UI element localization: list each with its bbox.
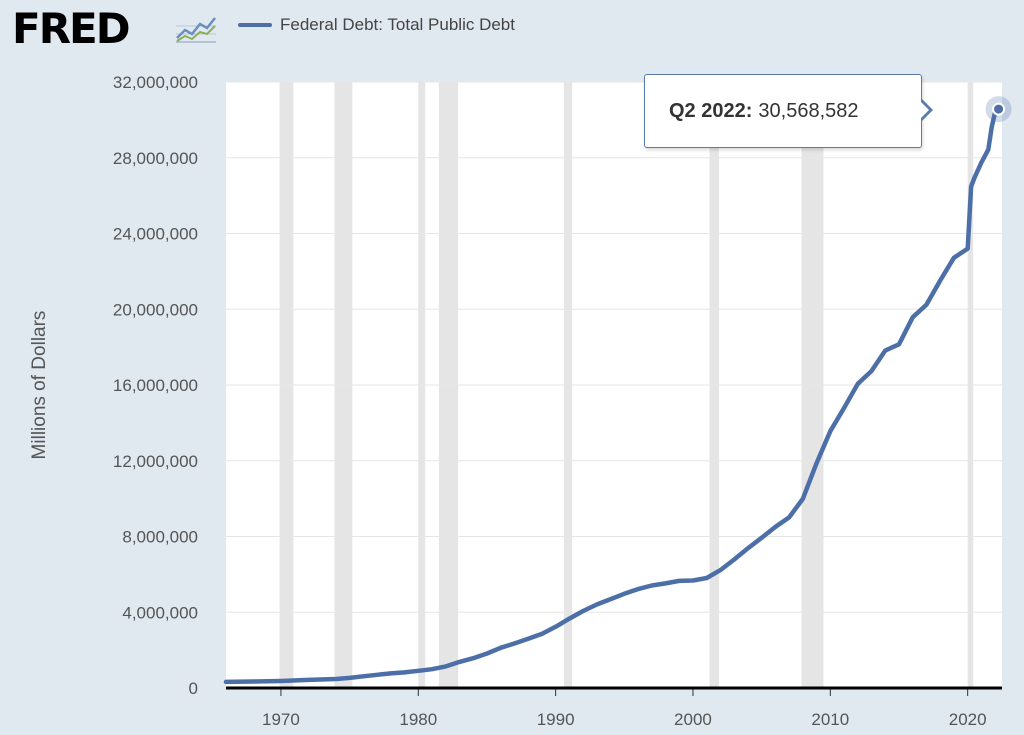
tooltip-value: 30,568,582 <box>758 99 859 122</box>
x-tick-label: 2020 <box>949 710 987 729</box>
series-line-0[interactable] <box>223 106 1001 685</box>
trend-chart-icon <box>174 14 218 44</box>
x-tick-label: 1970 <box>262 710 300 729</box>
highlight-point[interactable] <box>992 102 1006 116</box>
y-tick-label: 28,000,000 <box>113 149 198 168</box>
highlight-points <box>985 96 1012 123</box>
y-tick-label: 0 <box>189 679 198 698</box>
legend-label: Federal Debt: Total Public Debt <box>280 15 515 34</box>
tooltip-arrow-fill <box>919 100 929 120</box>
tooltip-period: Q2 2022: <box>669 99 753 122</box>
tooltip: Q2 2022: 30,568,582 <box>644 74 922 148</box>
y-tick-label: 24,000,000 <box>113 225 198 244</box>
y-tick-label: 16,000,000 <box>113 376 198 395</box>
x-tick-label: 1980 <box>399 710 437 729</box>
axes: 0 4,000,000 8,000,000 12,000,000 16,000,000 2… <box>113 73 1002 729</box>
y-tick-label: 20,000,000 <box>113 300 198 319</box>
x-tick-label: 1990 <box>537 710 575 729</box>
fred-logo[interactable]: FRED <box>12 4 131 53</box>
series-lines <box>223 106 1001 685</box>
y-tick-label: 32,000,000 <box>113 73 198 92</box>
y-tick-label: 12,000,000 <box>113 452 198 471</box>
legend-swatch <box>238 23 272 27</box>
gridlines <box>226 81 1002 613</box>
y-axis-label: Millions of Dollars <box>29 311 50 460</box>
legend[interactable]: Federal Debt: Total Public Debt <box>238 14 515 36</box>
y-tick-label: 8,000,000 <box>122 528 198 547</box>
x-tick-label: 2010 <box>811 710 849 729</box>
y-tick-label: 4,000,000 <box>122 603 198 622</box>
x-tick-label: 2000 <box>674 710 712 729</box>
header: FRED Federal Debt: Total Public Debt <box>0 0 1024 60</box>
